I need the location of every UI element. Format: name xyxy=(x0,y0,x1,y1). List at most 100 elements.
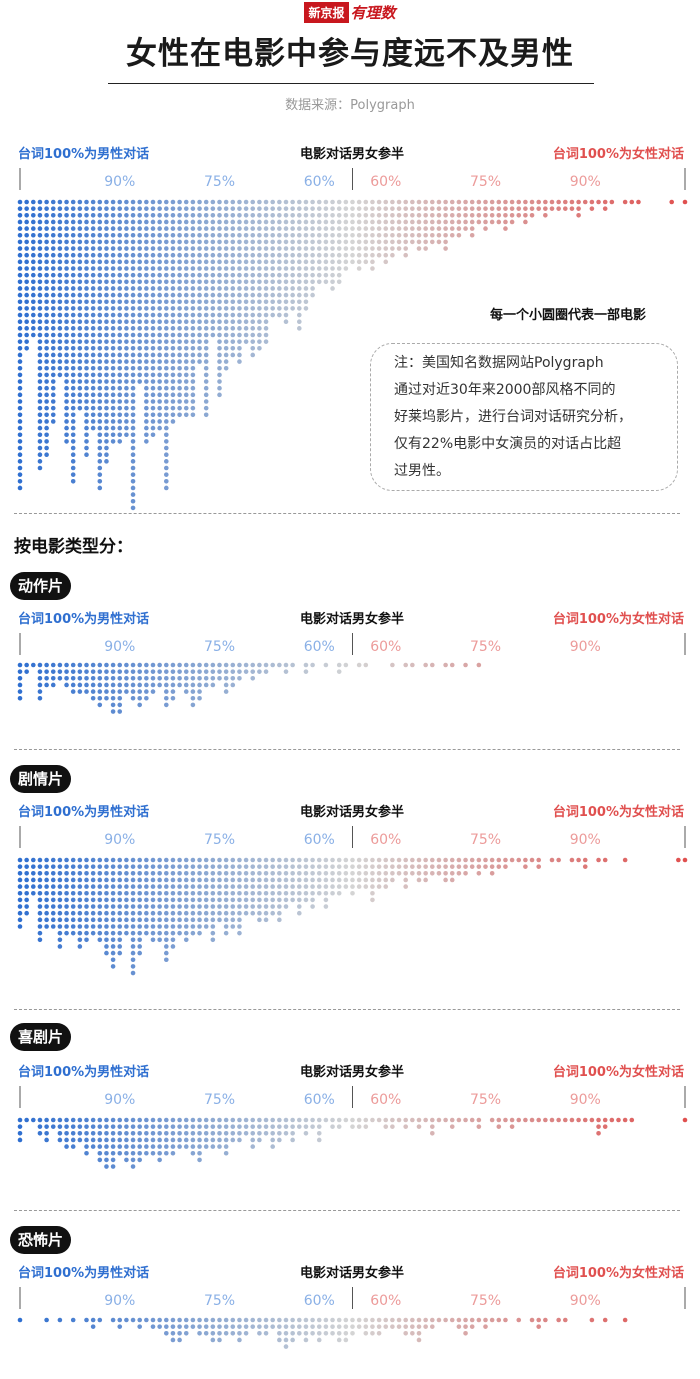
movie-dot xyxy=(164,425,169,431)
movie-dot xyxy=(390,1324,395,1329)
movie-dot xyxy=(57,359,63,364)
movie-dot xyxy=(57,226,63,231)
movie-dot xyxy=(137,379,142,384)
movie-dot xyxy=(243,339,249,344)
movie-dot xyxy=(50,252,56,258)
movie-dot xyxy=(84,419,89,424)
movie-dot xyxy=(217,1317,222,1323)
movie-dot xyxy=(164,299,169,305)
movie-dot xyxy=(170,1331,176,1336)
axis-left-label: 台词100%为男性对话 xyxy=(18,147,150,162)
movie-dot xyxy=(84,272,89,278)
movie-dot xyxy=(64,425,69,431)
movie-dot xyxy=(197,352,202,358)
movie-dot xyxy=(183,252,189,258)
movie-dot xyxy=(164,332,169,338)
movie-dot xyxy=(70,392,76,398)
movie-dot xyxy=(117,219,123,225)
movie-dot xyxy=(250,232,256,238)
movie-dot xyxy=(449,226,455,231)
movie-dot xyxy=(316,219,322,225)
movie-dot xyxy=(177,219,182,225)
movie-dot xyxy=(17,259,23,265)
movie-dot xyxy=(157,332,162,338)
movie-dot xyxy=(97,372,103,378)
movie-dot xyxy=(144,306,149,311)
movie-dot xyxy=(217,226,222,231)
movie-dot xyxy=(203,312,209,318)
movie-dot xyxy=(64,439,69,444)
movie-dot xyxy=(197,252,202,258)
movie-dot xyxy=(24,272,29,278)
movie-dot xyxy=(97,213,103,218)
movie-dot xyxy=(144,199,149,205)
movie-dot xyxy=(250,239,256,245)
movie-dot xyxy=(70,472,76,477)
movie-dot xyxy=(363,246,369,251)
movie-dot xyxy=(343,252,349,258)
movie-dot xyxy=(183,279,189,285)
movie-dot xyxy=(137,259,142,265)
movie-dot xyxy=(277,306,282,311)
movie-dot xyxy=(90,1324,96,1329)
movie-dot xyxy=(223,213,229,218)
movie-dot xyxy=(476,206,482,211)
movie-dot xyxy=(310,199,315,205)
movie-dot xyxy=(130,292,136,298)
movie-dot xyxy=(44,1317,49,1323)
movie-dot xyxy=(64,392,69,398)
movie-dot xyxy=(197,266,202,271)
movie-dot xyxy=(137,279,142,285)
movie-dot xyxy=(263,286,269,291)
movie-dot xyxy=(77,365,83,371)
movie-dot xyxy=(230,246,236,251)
movie-dot xyxy=(144,226,149,231)
movie-dot xyxy=(110,385,116,391)
movie-dot xyxy=(310,213,315,218)
movie-dot xyxy=(536,206,541,211)
movie-dot xyxy=(230,206,236,211)
movie-dot xyxy=(97,339,103,344)
movie-dot xyxy=(270,246,276,251)
movie-dot xyxy=(164,399,169,404)
movie-dot xyxy=(270,279,276,285)
movie-dot xyxy=(90,206,96,211)
movie-dot xyxy=(70,319,76,325)
movie-dot xyxy=(57,266,63,271)
movie-dot xyxy=(250,252,256,258)
movie-dot xyxy=(257,259,262,265)
movie-dot xyxy=(210,199,216,205)
movie-dot xyxy=(323,1324,329,1329)
movie-dot xyxy=(203,365,209,371)
movie-dot xyxy=(157,346,162,351)
movie-dot xyxy=(217,372,222,378)
movie-dot xyxy=(104,266,109,271)
movie-dot xyxy=(84,332,89,338)
movie-dot xyxy=(17,252,23,258)
movie-dot xyxy=(64,219,69,225)
movie-dot xyxy=(97,286,103,291)
movie-dot xyxy=(170,213,176,218)
movie-dot xyxy=(363,213,369,218)
movie-dot xyxy=(310,272,315,278)
movie-dot xyxy=(104,385,109,391)
movie-dot xyxy=(263,306,269,311)
movie-dot xyxy=(410,206,415,211)
movie-dot xyxy=(90,326,96,331)
movie-dot xyxy=(137,252,142,258)
movie-dot xyxy=(430,239,435,245)
movie-dot xyxy=(110,425,116,431)
movie-dot xyxy=(37,399,43,404)
movie-dot xyxy=(157,279,162,285)
movie-dot xyxy=(330,246,335,251)
movie-dot xyxy=(469,232,475,238)
note-line-2: 通过对近30年来2000部风格不同的 xyxy=(394,382,616,398)
movie-dot xyxy=(150,346,156,351)
movie-dot xyxy=(190,279,196,285)
tick-label: 90% xyxy=(104,1293,135,1309)
movie-dot xyxy=(456,1317,462,1323)
movie-dot xyxy=(416,213,422,218)
movie-dot xyxy=(277,232,282,238)
movie-dot xyxy=(50,199,56,205)
movie-dot xyxy=(536,1324,541,1329)
